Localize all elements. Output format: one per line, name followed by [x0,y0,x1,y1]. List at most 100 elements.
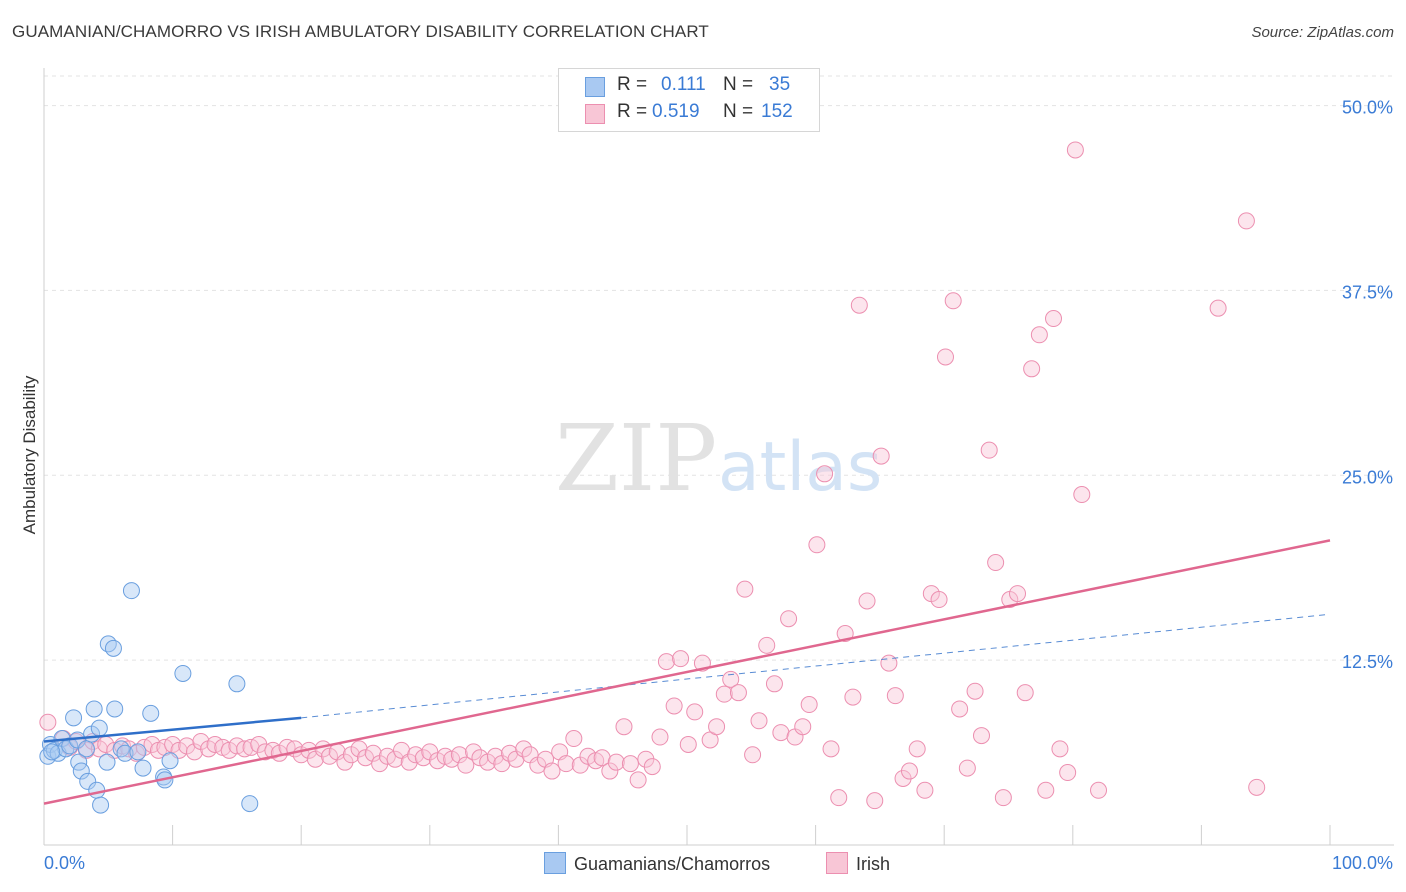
irish-point [908,740,926,758]
bottom-legend-label-irish: Irish [856,854,891,874]
watermark-zip: ZIP [555,405,717,512]
irish-point [185,743,203,761]
grid-layer [44,75,1394,661]
irish-point [780,610,798,628]
irish-point [736,580,754,598]
irish-point [565,730,583,748]
irish-point [850,296,868,314]
irish-point [800,696,818,714]
watermark-atlas: atlas [718,428,882,507]
irish-point [958,759,976,777]
guamanian-point [174,664,192,682]
guamanian-point [88,781,106,799]
irish-point [39,713,57,731]
x-tick-label: 0.0% [44,853,85,873]
irish-point [951,700,969,718]
irish-point [1023,360,1041,378]
irish-point [1051,740,1069,758]
bottom-legend-guamanian: Guamanians/Chamorros [544,852,770,875]
irish-point [722,670,740,688]
irish-point [858,592,876,610]
irish-point [465,743,483,761]
irish-point [744,746,762,764]
axis-layer [43,68,1394,846]
legend-swatch-irish [585,104,605,124]
guamanian-point [241,795,259,813]
irish-point [386,750,404,768]
irish-point [944,292,962,310]
trend-layer [43,539,1331,805]
guamanian-point [43,743,61,761]
irish-point [615,718,633,736]
legend-n-value: 152 [761,101,793,122]
guamanian-point [79,772,97,790]
chart-title: GUAMANIAN/CHAMORRO VS IRISH AMBULATORY D… [12,22,709,41]
irish-point [966,682,984,700]
irish-point [601,762,619,780]
irish-trend-line [43,539,1331,805]
irish-point [1016,684,1034,702]
guamanian-point [90,719,108,737]
irish-point [1059,764,1077,782]
irish-point [886,687,904,705]
irish-point [750,712,768,730]
guamanian-point [77,740,95,758]
irish-point [765,675,783,693]
irish-point [1037,781,1055,799]
irish-point [1209,299,1227,317]
irish-point [866,792,884,810]
irish-point [629,771,647,789]
guamanian-trend-extension [301,613,1331,719]
guamanian-point [228,675,246,693]
irish-point [972,727,990,745]
irish-point [987,554,1005,572]
irish-point [980,441,998,459]
irish-point [621,755,639,773]
irish-point [457,756,475,774]
irish-point [844,688,862,706]
irish-point [715,685,733,703]
irish-point [900,762,918,780]
watermark: ZIP atlas [555,405,882,512]
irish-point [816,465,834,483]
irish-point [1090,781,1108,799]
legend-r-value: 0.519 [652,101,700,122]
irish-point [643,758,661,776]
guamanian-point [116,744,134,762]
y-tick-label: 25.0% [1342,467,1393,487]
irish-point [708,718,726,736]
irish-point [164,735,182,753]
irish-point [1009,585,1027,603]
irish-point [1045,310,1063,328]
guamanian-point [92,796,110,814]
guamanian-point [134,759,152,777]
irish-point [872,447,890,465]
irish-point [1248,778,1266,796]
legend-n-label: N = [723,74,754,95]
y-tick-label: 12.5% [1342,652,1393,672]
irish-point [1073,486,1091,504]
irish-point [880,654,898,672]
irish-point [515,740,533,758]
guamanian-point [98,753,116,771]
irish-point [994,789,1012,807]
irish-point [1237,212,1255,230]
irish-point [450,746,468,764]
irish-point [808,536,826,554]
y-tick-label: 50.0% [1342,98,1393,118]
legend-r-label: R = [617,101,648,122]
legend-r-label: R = [617,74,648,95]
guamanian-point [161,752,179,770]
irish-point [794,718,812,736]
irish-point [651,728,669,746]
guamanian-point [72,762,90,780]
irish-point [729,684,747,702]
irish-point [1030,326,1048,344]
source-label: Source: ZipAtlas.com [1251,24,1394,41]
label-layer: 12.5% 25.0% 37.5% 50.0% 0.0% 100.0% [44,98,1393,873]
guamanian-point [129,743,147,761]
legend-r-value: 0.111 [661,74,706,95]
legend-n-label: N = [723,101,754,122]
y-tick-label: 37.5% [1342,282,1393,302]
